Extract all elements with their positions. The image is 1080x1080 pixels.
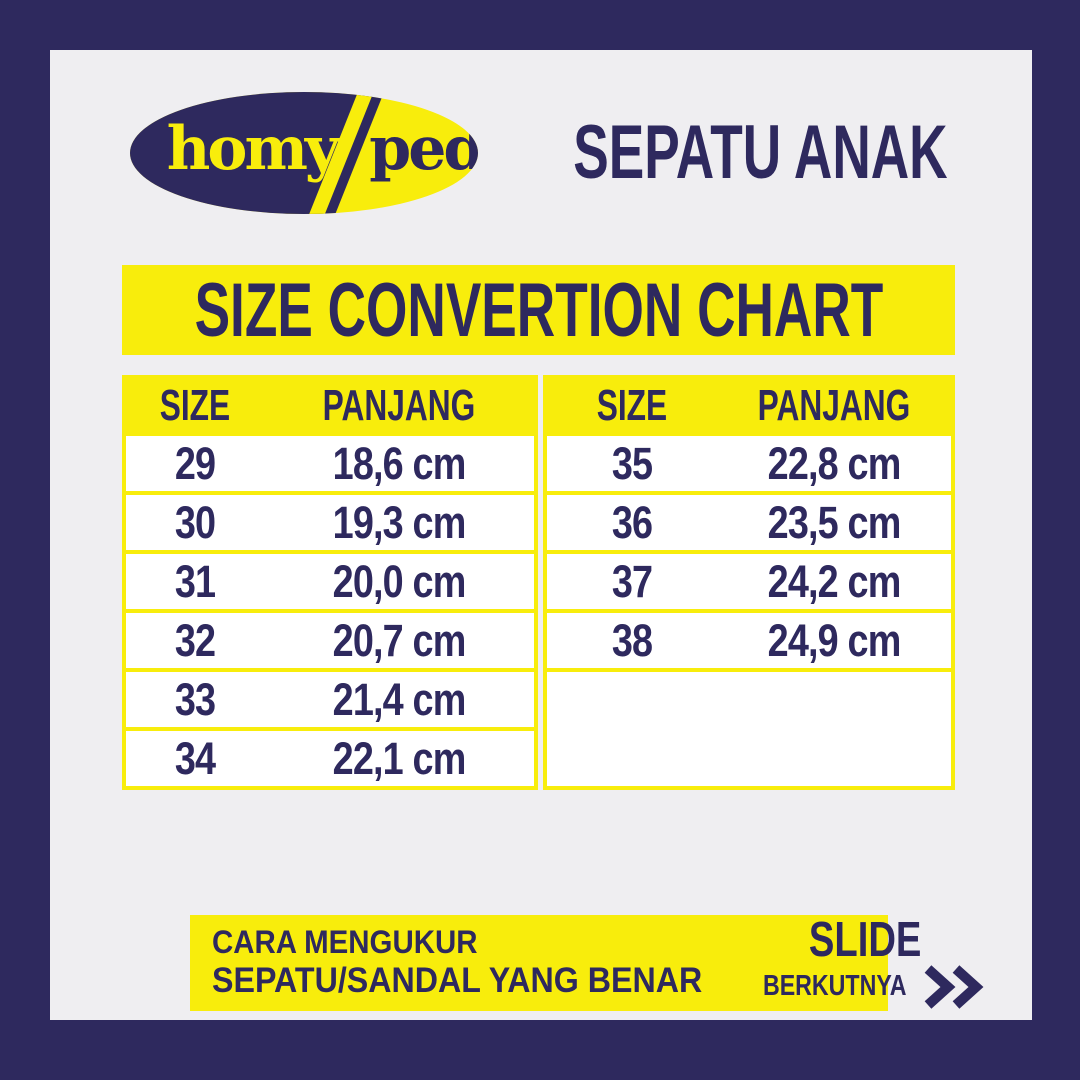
double-chevron-right-icon (920, 963, 986, 1011)
homyped-logo: homy ped (130, 92, 478, 214)
table-row: 32 20,7 cm (126, 609, 534, 668)
table-row: 29 18,6 cm (126, 432, 534, 491)
column-header-panjang: PANJANG (323, 380, 476, 430)
panjang-cell: 19,3 cm (332, 496, 467, 548)
panjang-cell: 22,8 cm (767, 437, 901, 489)
table-row: 36 23,5 cm (547, 491, 951, 550)
table-row: 31 20,0 cm (126, 550, 534, 609)
size-table-right: SIZE PANJANG 35 22,8 cm 36 23,5 cm (543, 375, 955, 790)
next-label: BERKUTNYA (762, 970, 907, 1002)
size-cell: 37 (611, 555, 653, 607)
size-cell: 38 (611, 614, 653, 666)
size-table-left: SIZE PANJANG 29 18,6 cm 30 19,3 cm (122, 375, 538, 790)
size-cell: 32 (175, 614, 216, 666)
panjang-cell: 21,4 cm (332, 673, 467, 725)
size-conversion-tables: SIZE PANJANG 29 18,6 cm 30 19,3 cm (122, 375, 955, 790)
product-title: SEPATU ANAK (530, 105, 990, 200)
table-header-row: SIZE PANJANG (126, 379, 534, 432)
panjang-cell: 22,1 cm (332, 732, 467, 784)
column-header-size: SIZE (596, 380, 668, 430)
footer-banner: CARA MENGUKUR SEPATU/SANDAL YANG BENAR S… (190, 915, 984, 1011)
table-row: 34 22,1 cm (126, 727, 534, 786)
poster-inner-panel: homy ped SEPATU ANAK SIZE CONVERTION CHA… (50, 50, 1032, 1020)
size-cell: 31 (175, 555, 216, 607)
empty-merged-cell (547, 668, 951, 786)
footer-caption-line1: CARA MENGUKUR (212, 924, 478, 961)
panjang-cell: 20,0 cm (332, 555, 467, 607)
table-row: 33 21,4 cm (126, 668, 534, 727)
size-chart-banner: SIZE CONVERTION CHART (122, 265, 955, 355)
product-title-text: SEPATU ANAK (572, 110, 948, 195)
slide-label: SLIDE (809, 912, 922, 967)
table-row: 37 24,2 cm (547, 550, 951, 609)
column-header-panjang: PANJANG (757, 380, 911, 430)
panjang-cell: 20,7 cm (332, 614, 467, 666)
footer-caption: CARA MENGUKUR SEPATU/SANDAL YANG BENAR (212, 924, 745, 1001)
panjang-cell: 24,9 cm (767, 614, 901, 666)
size-cell: 33 (175, 673, 216, 725)
logo-text-ped: ped (369, 114, 478, 184)
table-row: 38 24,9 cm (547, 609, 951, 668)
size-cell: 35 (611, 437, 653, 489)
size-cell: 30 (175, 496, 216, 548)
size-cell: 29 (175, 437, 216, 489)
footer-caption-line2: SEPATU/SANDAL YANG BENAR (212, 961, 703, 1001)
panjang-cell: 18,6 cm (332, 437, 467, 489)
table-row: 35 22,8 cm (547, 432, 951, 491)
panjang-cell: 23,5 cm (767, 496, 901, 548)
logo-text-homy: homy (166, 114, 340, 184)
panjang-cell: 24,2 cm (767, 555, 901, 607)
table-header-row: SIZE PANJANG (547, 379, 951, 432)
column-header-size: SIZE (160, 380, 231, 430)
size-cell: 34 (175, 732, 216, 784)
size-cell: 36 (611, 496, 653, 548)
table-row: 30 19,3 cm (126, 491, 534, 550)
slide-next-row: BERKUTNYA (745, 963, 986, 1011)
size-chart-banner-text: SIZE CONVERTION CHART (194, 267, 883, 353)
slide-next-button[interactable]: SLIDE BERKUTNYA (745, 912, 986, 1011)
